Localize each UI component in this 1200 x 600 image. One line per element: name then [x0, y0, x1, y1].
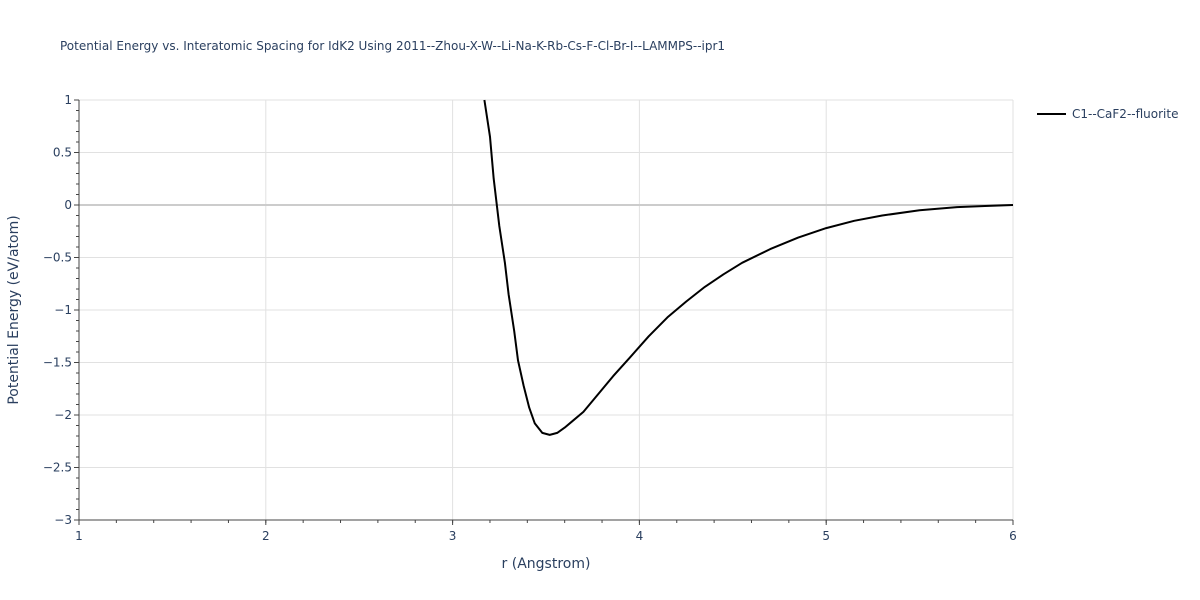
- y-tick-label: −2: [54, 408, 72, 422]
- x-tick-label: 6: [1009, 529, 1017, 543]
- y-tick-label: 1: [64, 93, 72, 107]
- y-axis-ticks: 1 0.5 0 −0.5 −1 −1.5 −2 −2.5 −3: [43, 93, 79, 527]
- y-axis-title: Potential Energy (eV/atom): [6, 215, 22, 404]
- y-tick-label: −1: [54, 303, 72, 317]
- x-tick-label: 4: [636, 529, 644, 543]
- y-tick-label: −1.5: [43, 356, 72, 370]
- plot-area: [483, 99, 1014, 436]
- y-tick-label: −2.5: [43, 461, 72, 475]
- grid: [79, 99, 1014, 520]
- x-tick-label: 3: [449, 529, 457, 543]
- x-tick-label: 2: [262, 529, 270, 543]
- x-axis-ticks: 1 2 3 4 5 6: [75, 520, 1017, 543]
- y-tick-label: −3: [54, 513, 72, 527]
- x-tick-label: 5: [822, 529, 830, 543]
- y-tick-label: −0.5: [43, 251, 72, 265]
- y-tick-label: 0.5: [53, 146, 72, 160]
- legend-label-c1-caf2-fluorite: C1--CaF2--fluorite: [1072, 107, 1178, 121]
- chart-title: Potential Energy vs. Interatomic Spacing…: [60, 39, 725, 53]
- legend[interactable]: C1--CaF2--fluorite: [1037, 107, 1178, 121]
- series-line-0: [483, 99, 1014, 436]
- x-axis-title: r (Angstrom): [502, 556, 591, 572]
- x-tick-label: 1: [75, 529, 83, 543]
- y-tick-label: 0: [64, 198, 72, 212]
